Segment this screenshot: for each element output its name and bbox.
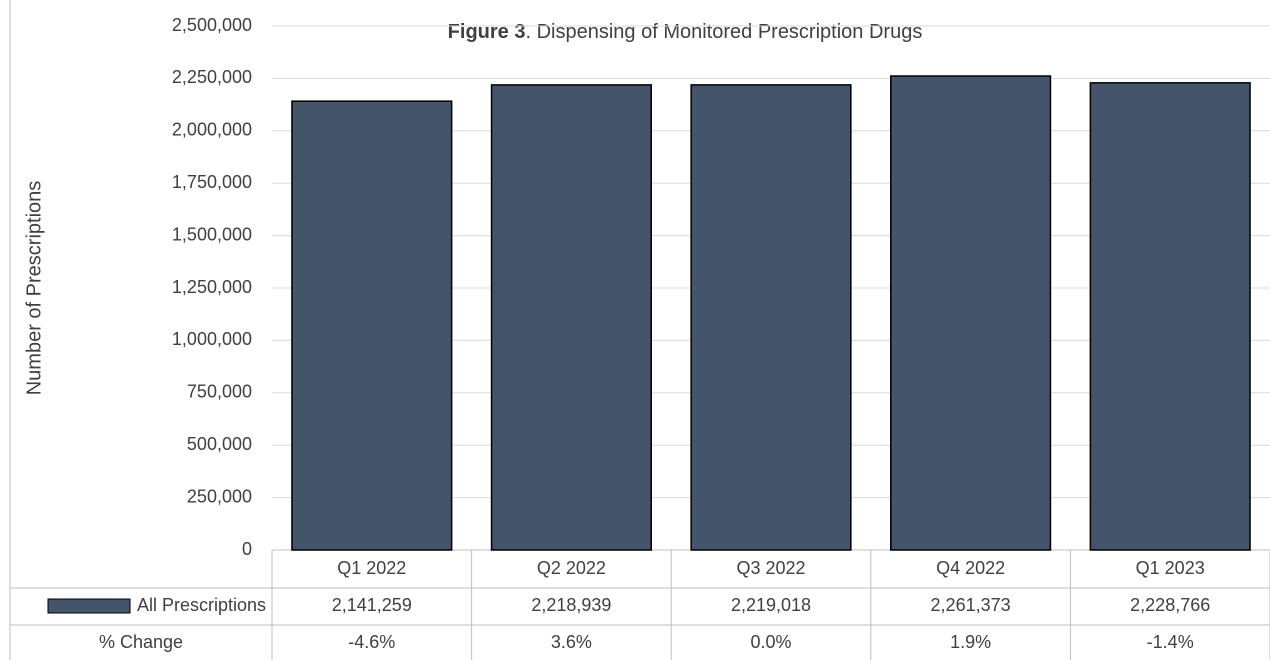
y-tick-label: 250,000 xyxy=(187,486,252,506)
y-tick-label: 750,000 xyxy=(187,382,252,402)
table-value: 2,261,373 xyxy=(931,595,1011,615)
x-tick-label: Q4 2022 xyxy=(936,558,1005,578)
chart-title: Figure 3. Dispensing of Monitored Prescr… xyxy=(448,21,923,43)
x-tick-label: Q2 2022 xyxy=(537,558,606,578)
table-value: 3.6% xyxy=(551,632,592,652)
table-value: 2,141,259 xyxy=(332,595,412,615)
table-value: 1.9% xyxy=(950,632,991,652)
y-tick-label: 2,000,000 xyxy=(172,120,252,140)
y-tick-label: 1,500,000 xyxy=(172,224,252,244)
legend-label: All Prescriptions xyxy=(137,595,266,615)
y-tick-label: 2,500,000 xyxy=(172,15,252,35)
title-rest: . Dispensing of Monitored Prescription D… xyxy=(525,21,922,43)
bar xyxy=(890,75,1052,551)
y-axis-label: Number of Prescriptions xyxy=(23,181,45,396)
table-value: 2,219,018 xyxy=(731,595,811,615)
y-tick-label: 2,250,000 xyxy=(172,67,252,87)
table-row-label: % Change xyxy=(99,632,183,652)
table-value: -1.4% xyxy=(1147,632,1194,652)
bar xyxy=(291,100,453,551)
y-tick-label: 1,750,000 xyxy=(172,172,252,192)
x-tick-label: Q3 2022 xyxy=(736,558,805,578)
bar xyxy=(690,84,852,551)
table-value: -4.6% xyxy=(348,632,395,652)
legend-swatch xyxy=(47,598,131,614)
table-value: 2,228,766 xyxy=(1130,595,1210,615)
y-tick-label: 1,000,000 xyxy=(172,329,252,349)
table-value: 2,218,939 xyxy=(531,595,611,615)
title-bold: Figure 3 xyxy=(448,21,526,43)
x-tick-label: Q1 2023 xyxy=(1136,558,1205,578)
y-tick-label: 500,000 xyxy=(187,434,252,454)
y-tick-label: 0 xyxy=(242,539,252,559)
bar xyxy=(1089,82,1251,551)
bar xyxy=(490,84,652,551)
x-tick-label: Q1 2022 xyxy=(337,558,406,578)
y-tick-label: 1,250,000 xyxy=(172,277,252,297)
table-value: 0.0% xyxy=(750,632,791,652)
